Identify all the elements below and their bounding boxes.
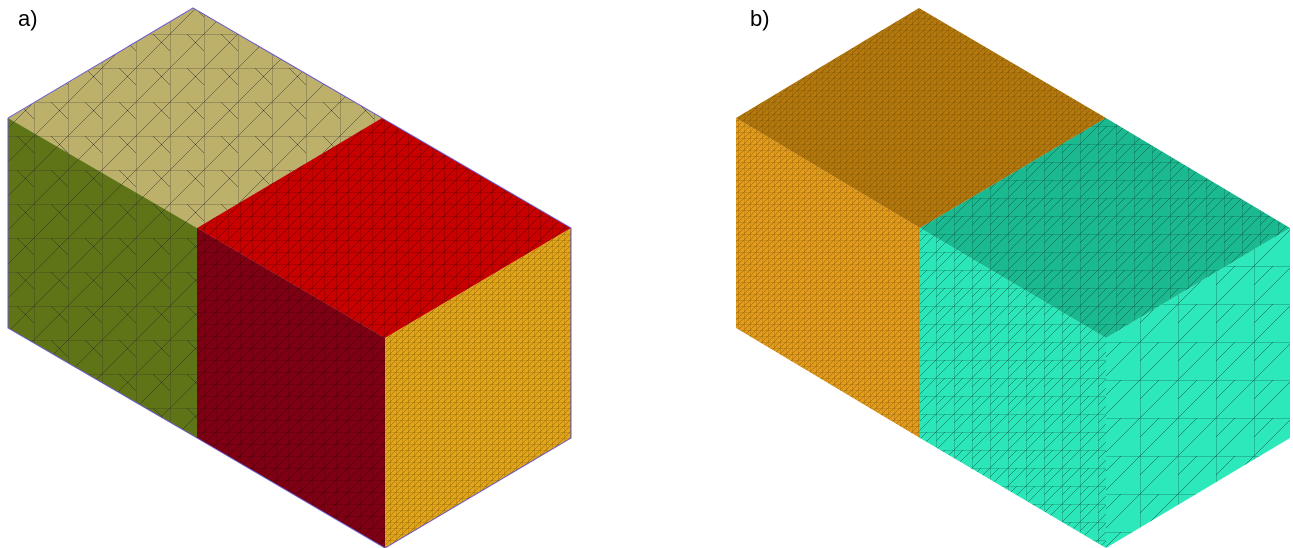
panel-b-right-block-side-mesh bbox=[1106, 228, 1290, 548]
panel-a-mesh bbox=[7, 7, 572, 548]
panel-b-mesh bbox=[736, 8, 1290, 548]
panel-a-outline bbox=[7, 7, 572, 548]
panel-a-left-block-front-mesh bbox=[8, 118, 197, 438]
panel-b-right-block-front-mesh bbox=[920, 228, 1106, 548]
panel-a-label: a) bbox=[18, 6, 38, 31]
panel-a-right-block-side-mesh bbox=[385, 228, 571, 548]
panel-a-left-block-top-mesh bbox=[8, 8, 382, 228]
panel-b-left-block-front-mesh bbox=[736, 118, 920, 438]
panel-b-left-block-top-mesh bbox=[736, 8, 1106, 228]
panel-a-right-block-front-mesh bbox=[197, 228, 385, 548]
panel-b-right-block-top-mesh bbox=[920, 118, 1290, 338]
panel-b-label: b) bbox=[750, 6, 770, 31]
panel-a-right-block-top-mesh bbox=[197, 118, 571, 338]
